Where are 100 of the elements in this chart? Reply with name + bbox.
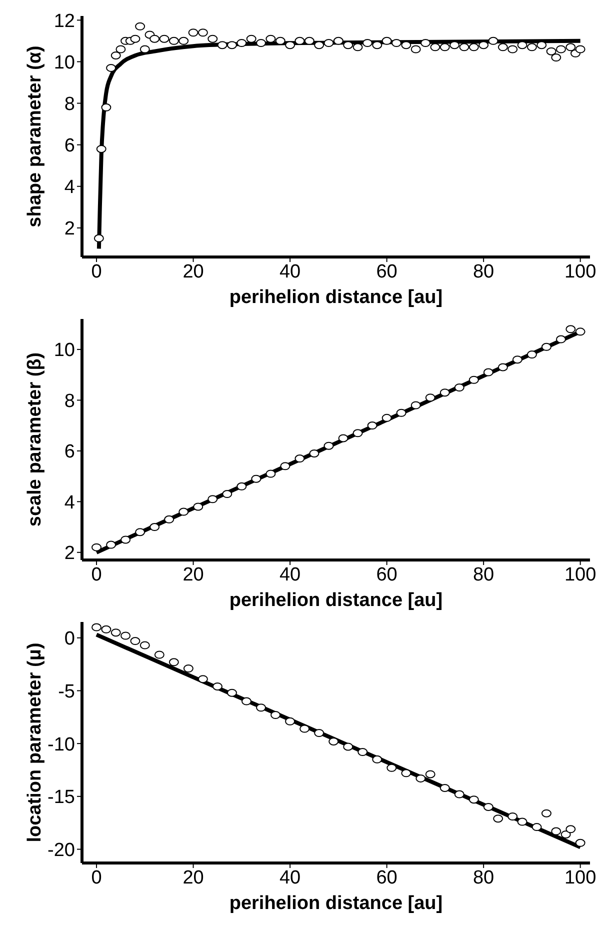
- point: [532, 823, 542, 832]
- point: [556, 45, 566, 54]
- point: [556, 335, 566, 344]
- point: [372, 755, 382, 764]
- point: [512, 356, 522, 364]
- point: [430, 43, 440, 52]
- point: [266, 470, 276, 478]
- x-tick-label: 100: [564, 564, 596, 586]
- point: [575, 328, 586, 336]
- point: [164, 515, 174, 524]
- point: [285, 41, 296, 50]
- point: [440, 43, 450, 52]
- point: [566, 43, 576, 52]
- point: [551, 54, 562, 62]
- point: [324, 39, 334, 48]
- point: [551, 827, 562, 836]
- x-tick-label: 20: [182, 867, 204, 888]
- point: [483, 802, 494, 811]
- y-tick-label: 8: [64, 94, 75, 116]
- point: [217, 41, 228, 50]
- y-axis-title: scale parameter (β): [24, 352, 46, 527]
- point: [372, 41, 382, 50]
- point: [440, 784, 450, 792]
- point: [110, 628, 121, 637]
- point: [575, 838, 586, 847]
- point: [410, 401, 421, 410]
- point: [270, 711, 281, 720]
- point: [526, 43, 537, 52]
- x-tick-label: 80: [472, 261, 494, 282]
- point: [294, 454, 305, 463]
- point: [236, 39, 247, 48]
- y-tick-label: 10: [54, 340, 75, 362]
- point: [226, 688, 237, 697]
- point: [450, 41, 460, 50]
- point: [324, 442, 334, 450]
- point: [198, 675, 208, 684]
- point: [508, 45, 518, 54]
- x-axis-title: perihelion distance [au]: [229, 893, 443, 914]
- point: [386, 764, 397, 772]
- point: [309, 449, 320, 458]
- point: [314, 728, 324, 737]
- point: [468, 43, 479, 52]
- point: [338, 434, 348, 442]
- point: [120, 632, 131, 640]
- point: [183, 664, 194, 673]
- point: [541, 342, 552, 351]
- point: [241, 697, 252, 706]
- x-tick-label: 100: [564, 261, 596, 282]
- point: [517, 818, 528, 826]
- point: [168, 658, 179, 666]
- point: [198, 28, 208, 37]
- point: [246, 34, 256, 43]
- y-tick-label: 10: [54, 52, 75, 74]
- point: [208, 34, 218, 43]
- y-tick-label: 8: [64, 390, 75, 412]
- y-axis-title: location parameter (μ): [24, 642, 46, 842]
- point: [382, 414, 392, 422]
- point: [92, 543, 102, 552]
- point: [226, 41, 237, 50]
- point: [236, 482, 247, 490]
- point: [498, 43, 508, 52]
- point: [92, 623, 102, 632]
- point: [154, 650, 164, 659]
- x-tick-label: 60: [376, 261, 398, 282]
- point: [401, 769, 412, 778]
- point: [483, 368, 494, 376]
- point: [468, 796, 479, 804]
- point: [425, 770, 436, 778]
- point: [140, 641, 150, 650]
- point: [566, 325, 576, 334]
- point: [266, 34, 276, 43]
- x-tick-label: 80: [472, 867, 494, 888]
- point: [256, 704, 266, 712]
- point: [314, 41, 324, 50]
- point: [488, 36, 498, 45]
- x-tick-label: 20: [182, 261, 204, 282]
- point: [566, 825, 576, 834]
- point: [275, 36, 286, 45]
- point: [251, 474, 262, 483]
- point: [526, 350, 537, 359]
- y-tick-label: -5: [58, 681, 75, 702]
- x-tick-label: 40: [279, 867, 301, 888]
- point: [328, 737, 339, 746]
- y-axis-title: shape parameter (α): [24, 46, 46, 228]
- point: [367, 422, 378, 430]
- x-tick-label: 0: [91, 564, 102, 586]
- y-tick-label: 2: [64, 218, 75, 240]
- point: [178, 508, 189, 516]
- y-tick-label: 0: [64, 628, 75, 650]
- point: [343, 742, 354, 751]
- x-tick-label: 0: [91, 261, 102, 282]
- point: [454, 383, 464, 392]
- point: [106, 64, 116, 72]
- point: [304, 36, 314, 45]
- point: [333, 36, 344, 45]
- point: [135, 528, 146, 536]
- point: [575, 45, 586, 54]
- point: [493, 814, 504, 823]
- point: [135, 22, 146, 30]
- y-tick-label: -15: [48, 787, 75, 808]
